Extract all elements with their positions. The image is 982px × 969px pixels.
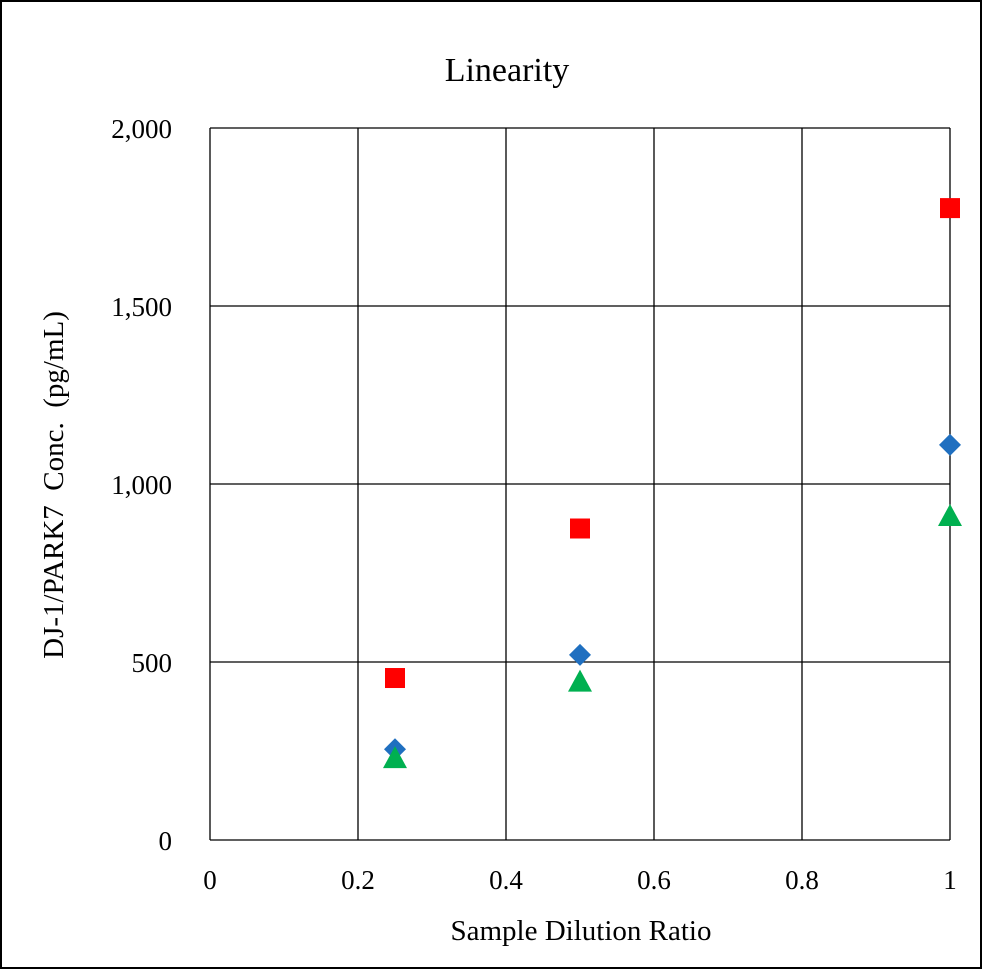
x-tick-label: 1 — [943, 865, 957, 895]
y-tick-label: 1,000 — [111, 470, 172, 500]
x-axis-label: Sample Dilution Ratio — [451, 915, 712, 947]
data-point-diamond — [569, 643, 591, 666]
data-point-square — [940, 198, 960, 219]
data-point-triangle — [938, 504, 962, 527]
data-point-square — [570, 518, 590, 539]
data-point-triangle — [383, 746, 407, 769]
y-axis-label: DJ-1/PARK7 Conc. (pg/mL) — [38, 311, 70, 659]
x-tick-label: 0 — [203, 865, 217, 895]
x-tick-label: 0.6 — [637, 865, 671, 895]
y-tick-label: 2,000 — [111, 114, 172, 144]
data-point-diamond — [939, 433, 961, 456]
data-point-square — [385, 668, 405, 689]
plot-grid — [209, 127, 951, 841]
x-tick-label: 0.8 — [785, 865, 819, 895]
chart-title: Linearity — [445, 52, 570, 89]
data-point-triangle — [568, 669, 592, 692]
data-points — [383, 198, 962, 769]
x-tick-label: 0.2 — [341, 865, 375, 895]
y-tick-label: 1,500 — [111, 292, 172, 322]
y-axis-ticks: 0 500 1,000 1,500 2,000 — [111, 114, 172, 856]
x-axis-ticks: 0 0.2 0.4 0.6 0.8 1 — [203, 865, 957, 895]
y-tick-label: 0 — [159, 826, 173, 856]
x-tick-label: 0.4 — [489, 865, 523, 895]
y-tick-label: 500 — [132, 648, 173, 678]
